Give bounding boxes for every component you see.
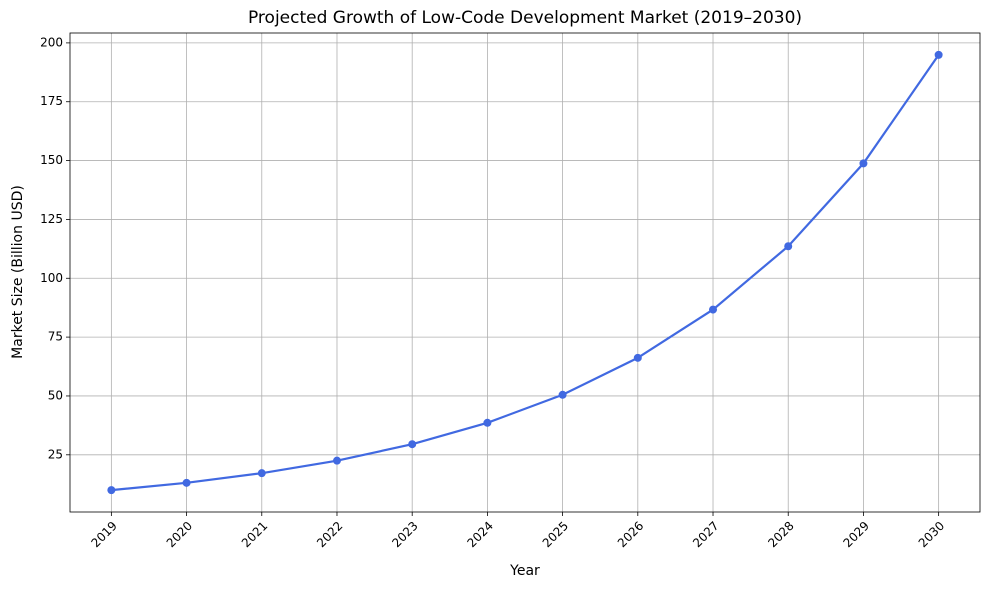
- x-tick-label: 2019: [88, 519, 119, 550]
- y-tick-label: 150: [40, 153, 63, 167]
- data-point: [182, 478, 191, 487]
- x-tick-label: 2021: [239, 519, 270, 550]
- y-tick-label: 125: [40, 212, 63, 226]
- plot-frame: [69, 32, 981, 513]
- data-point: [784, 242, 793, 251]
- data-line: [111, 54, 940, 492]
- y-tick-label: 50: [48, 388, 63, 402]
- chart-title: Projected Growth of Low-Code Development…: [248, 8, 802, 28]
- y-tick-label: 75: [48, 330, 63, 344]
- y-tick-label: 175: [40, 94, 63, 108]
- x-tick-label: 2027: [690, 519, 721, 550]
- y-axis-label: Market Size (Billion USD): [10, 185, 26, 359]
- y-tick-label: 100: [40, 271, 63, 285]
- x-tick-label: 2026: [615, 519, 646, 550]
- data-point: [107, 486, 116, 495]
- data-point: [332, 456, 341, 465]
- data-point: [483, 418, 492, 427]
- y-tick-label: 200: [40, 35, 63, 49]
- data-point: [633, 353, 642, 362]
- data-point: [859, 159, 868, 168]
- x-tick-label: 2025: [540, 519, 571, 550]
- data-point: [558, 390, 567, 399]
- x-tick-label: 2024: [464, 519, 495, 550]
- x-tick-label: 2020: [164, 519, 195, 550]
- data-point: [408, 440, 417, 449]
- y-tick-label: 25: [48, 447, 63, 461]
- x-tick-label: 2028: [765, 519, 796, 550]
- x-tick-label: 2023: [389, 519, 420, 550]
- x-tick-label: 2029: [841, 519, 872, 550]
- data-point: [934, 50, 943, 59]
- x-tick-label: 2030: [916, 519, 947, 550]
- x-tick-label: 2022: [314, 519, 345, 550]
- data-point: [709, 305, 718, 314]
- data-point: [257, 469, 266, 478]
- x-axis-label: Year: [509, 563, 540, 579]
